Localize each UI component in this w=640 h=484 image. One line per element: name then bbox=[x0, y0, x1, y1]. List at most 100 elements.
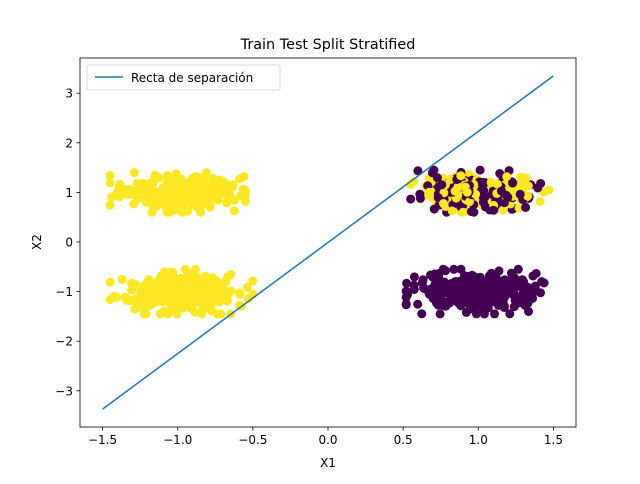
scatter-point bbox=[130, 294, 140, 304]
scatter-point bbox=[521, 173, 531, 183]
scatter-point bbox=[438, 286, 448, 296]
scatter-point bbox=[430, 269, 440, 279]
scatter-point bbox=[418, 275, 428, 285]
separation-line bbox=[102, 75, 554, 410]
scatter-point bbox=[192, 184, 202, 194]
scatter-point bbox=[222, 198, 232, 208]
scatter-point bbox=[187, 271, 197, 281]
scatter-point bbox=[166, 289, 176, 299]
scatter-point bbox=[479, 186, 489, 195]
scatter-point bbox=[129, 168, 139, 178]
scatter-point bbox=[413, 166, 423, 176]
scatter-point bbox=[514, 203, 524, 213]
scatter-point bbox=[142, 297, 152, 307]
scatter-point bbox=[211, 185, 221, 195]
scatter-point bbox=[495, 169, 505, 178]
scatter-point bbox=[153, 187, 163, 197]
scatter-point bbox=[147, 200, 157, 210]
scatter-point bbox=[462, 187, 472, 197]
y-tick-label: 2 bbox=[65, 136, 73, 150]
scatter-point bbox=[409, 272, 419, 282]
y-tick-label: 3 bbox=[65, 87, 73, 101]
scatter-point bbox=[186, 278, 196, 288]
scatter-point bbox=[105, 277, 115, 287]
scatter-point bbox=[190, 295, 199, 305]
scatter-point bbox=[450, 186, 460, 196]
scatter-point bbox=[208, 173, 218, 183]
scatter-point bbox=[127, 278, 136, 288]
scatter-point bbox=[105, 200, 115, 210]
scatter-point bbox=[427, 287, 437, 297]
scatter-point bbox=[500, 292, 510, 301]
scatter-point bbox=[105, 171, 115, 180]
scatter-point bbox=[471, 309, 481, 319]
scatter-point bbox=[162, 172, 172, 182]
scatter-point bbox=[447, 206, 457, 216]
scatter-point bbox=[478, 197, 488, 207]
scatter-point bbox=[240, 191, 250, 201]
y-axis-ticks: −3 −2 −1 0 1 2 3 bbox=[55, 87, 80, 398]
scatter-point bbox=[537, 277, 547, 287]
scatter-point bbox=[509, 302, 519, 312]
scatter-point bbox=[424, 187, 434, 197]
scatter-point bbox=[139, 179, 149, 189]
scatter-point bbox=[202, 181, 212, 191]
scatter-point bbox=[435, 309, 445, 319]
scatter-point bbox=[139, 281, 149, 291]
scatter-point bbox=[515, 189, 525, 199]
scatter-point bbox=[521, 202, 531, 212]
y-tick-label: −2 bbox=[55, 335, 73, 349]
scatter-point bbox=[433, 193, 443, 203]
scatter-point bbox=[488, 205, 498, 215]
scatter-point bbox=[172, 274, 182, 284]
x-tick-label: −1.5 bbox=[88, 433, 117, 447]
scatter-point bbox=[498, 205, 508, 215]
scatter-point bbox=[513, 264, 523, 274]
scatter-point bbox=[197, 309, 207, 319]
scatter-point bbox=[413, 299, 423, 309]
scatter-point bbox=[502, 172, 512, 182]
x-tick-label: −0.5 bbox=[238, 433, 267, 447]
scatter-point bbox=[497, 186, 506, 196]
scatter-point bbox=[483, 280, 493, 290]
y-tick-label: −1 bbox=[55, 285, 73, 299]
scatter-point bbox=[441, 301, 451, 311]
scatter-point bbox=[472, 276, 482, 286]
scatter-point bbox=[194, 283, 203, 293]
scatter-point bbox=[519, 289, 529, 299]
x-tick-label: 0.0 bbox=[318, 433, 337, 447]
scatter-point bbox=[156, 308, 166, 318]
scatter-point bbox=[535, 197, 545, 207]
scatter-point bbox=[187, 304, 197, 314]
scatter-point bbox=[417, 309, 427, 319]
scatter-point bbox=[139, 309, 149, 319]
scatter-point bbox=[500, 275, 510, 285]
scatter-point bbox=[117, 274, 127, 284]
scatter-point bbox=[439, 277, 449, 287]
scatter-point bbox=[235, 174, 244, 184]
scatter-point bbox=[544, 185, 554, 195]
scatter-point bbox=[248, 276, 258, 286]
scatter-point bbox=[221, 277, 231, 287]
scatter-point bbox=[178, 201, 188, 211]
scatter-point bbox=[112, 188, 122, 198]
scatter-point bbox=[226, 270, 236, 279]
scatter-point bbox=[173, 177, 183, 187]
scatter-point bbox=[433, 300, 443, 310]
scatter-point bbox=[201, 271, 210, 281]
scatter-point bbox=[155, 275, 165, 285]
scatter-point bbox=[208, 273, 218, 283]
scatter-point bbox=[178, 191, 188, 201]
scatter-point bbox=[473, 294, 483, 304]
scatter-point bbox=[456, 171, 466, 181]
scatter-point bbox=[129, 188, 139, 198]
scatter-point bbox=[235, 300, 245, 310]
scatter-point bbox=[172, 303, 182, 313]
line-layer bbox=[102, 75, 554, 410]
scatter-point bbox=[459, 277, 469, 287]
y-tick-label: 0 bbox=[65, 236, 73, 250]
scatter-point bbox=[167, 195, 177, 205]
scatter-point bbox=[536, 179, 546, 188]
scatter-point bbox=[105, 295, 115, 304]
